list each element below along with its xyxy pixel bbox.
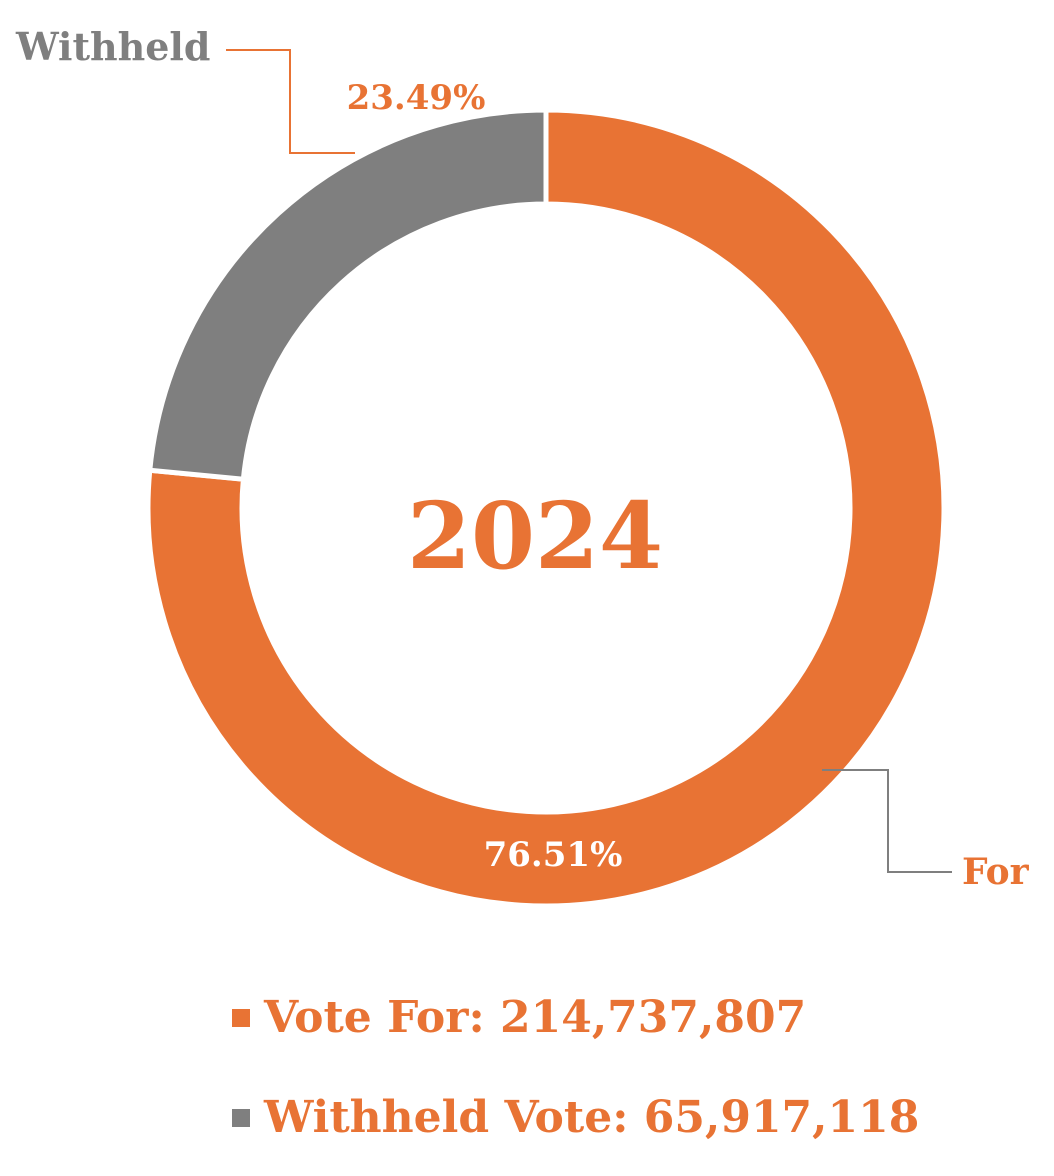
for-percent-label: 76.51% (484, 835, 623, 875)
legend-text-vote-for: Vote For: 214,737,807 (264, 992, 807, 1043)
for-leader-line (822, 769, 952, 873)
withheld-category-label: Withheld (15, 24, 210, 69)
withheld-leader-line (226, 49, 355, 154)
withheld-percent-label: 23.49% (347, 78, 486, 118)
legend-text-withheld-vote: Withheld Vote: 65,917,118 (264, 1092, 920, 1143)
donut-slice-for (145, 107, 947, 909)
donut-slice-withheld (147, 107, 549, 482)
legend-swatch-for (232, 1009, 250, 1027)
legend-item-vote-for: Vote For: 214,737,807 (232, 996, 806, 1040)
center-year-label: 2024 (407, 482, 663, 590)
legend-item-withheld-vote: Withheld Vote: 65,917,118 (232, 1096, 919, 1140)
legend-swatch-withheld (232, 1109, 250, 1127)
donut-slices (145, 107, 947, 909)
for-category-label: For (962, 851, 1030, 893)
